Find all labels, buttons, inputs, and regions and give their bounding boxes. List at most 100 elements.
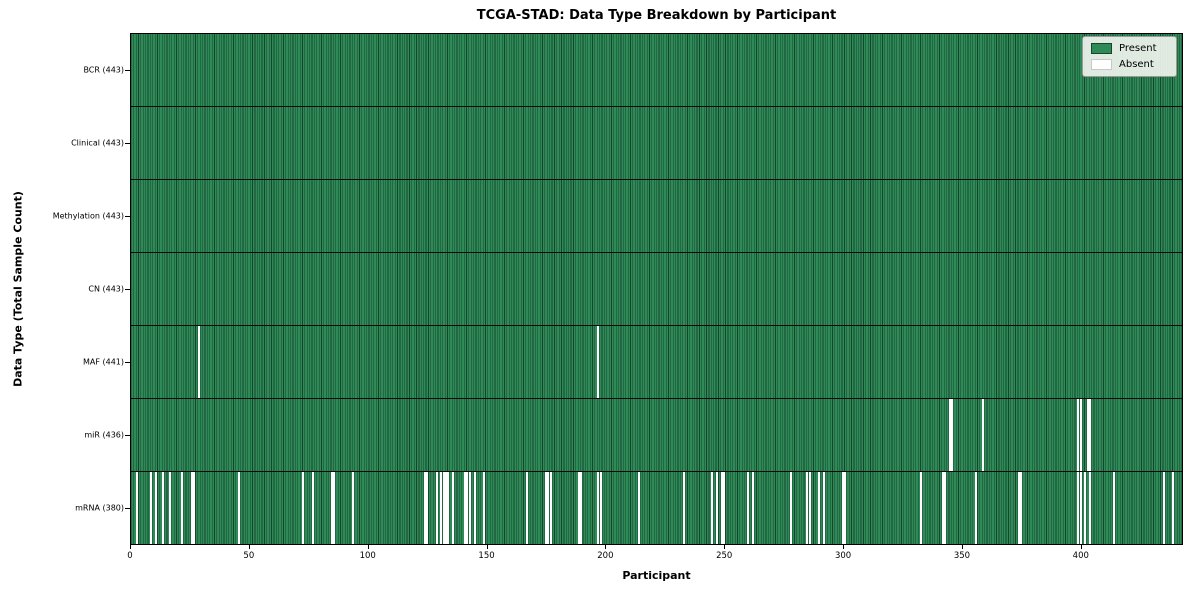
heatmap-row-maf — [131, 326, 1182, 399]
legend-entry-present: Present — [1091, 43, 1168, 54]
absent-stripe — [1089, 399, 1092, 471]
absent-stripe — [197, 326, 200, 398]
absent-stripe — [789, 472, 792, 544]
absent-stripe — [302, 472, 305, 544]
heatmap-row-mrna — [131, 472, 1182, 544]
y-tick-label-maf: MAF (441) — [82, 357, 124, 367]
y-tick-label-methylation: Methylation (443) — [52, 211, 124, 221]
x-tick — [248, 545, 250, 549]
x-tick-label: 350 — [953, 551, 971, 561]
x-axis-label: Participant — [622, 569, 691, 582]
absent-stripe — [190, 472, 193, 544]
x-tick — [130, 545, 131, 549]
y-tick-label-mir: miR (436) — [84, 430, 124, 440]
plot-area — [130, 33, 1183, 545]
x-tick-label: 300 — [834, 551, 852, 561]
legend-present-label: Present — [1119, 43, 1157, 54]
absent-stripe — [951, 399, 954, 471]
absent-stripe — [1086, 399, 1089, 471]
absent-stripe — [440, 472, 443, 544]
absent-stripe — [982, 399, 985, 471]
absent-stripe — [1084, 472, 1087, 544]
absent-stripe — [597, 326, 600, 398]
absent-stripe — [920, 472, 923, 544]
absent-stripe — [941, 472, 944, 544]
y-tick — [125, 435, 130, 437]
absent-stripe — [844, 472, 847, 544]
y-tick — [125, 69, 130, 71]
x-tick-label: 200 — [597, 551, 614, 561]
absent-stripe — [435, 472, 438, 544]
y-tick — [125, 215, 130, 217]
absent-stripe — [1079, 399, 1082, 471]
absent-stripe — [423, 472, 426, 544]
absent-stripe — [464, 472, 467, 544]
absent-stripe — [1079, 472, 1082, 544]
y-tick — [125, 142, 130, 144]
absent-stripe — [352, 472, 355, 544]
absent-stripe — [597, 472, 600, 544]
absent-stripe — [193, 472, 196, 544]
absent-stripe — [818, 472, 821, 544]
y-axis-label: Data Type (Total Sample Count) — [11, 191, 25, 387]
heatmap-row-methylation — [131, 180, 1182, 253]
absent-stripe — [549, 472, 552, 544]
x-tick-label: 400 — [1072, 551, 1089, 561]
absent-stripe — [723, 472, 726, 544]
y-tick-label-mrna: mRNA (380) — [75, 503, 124, 513]
absent-stripe — [1089, 472, 1092, 544]
y-tick-label-cn: CN (443) — [88, 284, 124, 294]
absent-stripe — [1172, 472, 1175, 544]
x-tick-label: 50 — [243, 551, 255, 561]
x-tick — [367, 545, 369, 549]
absent-stripe — [445, 472, 447, 544]
x-tick — [724, 545, 726, 549]
legend-absent-swatch — [1091, 59, 1112, 70]
absent-stripe — [1020, 472, 1023, 544]
absent-stripe — [311, 472, 314, 544]
absent-stripe — [682, 472, 685, 544]
chart-title: TCGA-STAD: Data Type Breakdown by Partic… — [476, 8, 837, 23]
legend-entry-absent: Absent — [1091, 59, 1168, 70]
absent-stripe — [442, 472, 445, 544]
absent-stripe — [808, 472, 811, 544]
legend: Present Absent — [1082, 36, 1177, 77]
absent-stripe — [822, 472, 825, 544]
absent-stripe — [1162, 472, 1165, 544]
legend-absent-label: Absent — [1119, 59, 1154, 70]
absent-stripe — [155, 472, 158, 544]
absent-stripe — [150, 472, 153, 544]
absent-stripe — [162, 472, 165, 544]
absent-stripe — [544, 472, 547, 544]
absent-stripe — [578, 472, 581, 544]
absent-stripe — [468, 472, 471, 544]
x-tick-label: 100 — [359, 551, 376, 561]
absent-stripe — [948, 399, 951, 471]
x-tick-label: 250 — [716, 551, 733, 561]
x-tick-label: 150 — [478, 551, 495, 561]
x-tick — [843, 545, 845, 549]
absent-stripe — [525, 472, 528, 544]
absent-stripe — [1077, 472, 1080, 544]
absent-stripe — [473, 472, 476, 544]
y-tick — [125, 508, 130, 510]
x-tick — [1080, 545, 1082, 549]
absent-stripe — [452, 472, 455, 544]
absent-stripe — [715, 472, 718, 544]
absent-stripe — [580, 472, 583, 544]
absent-stripe — [806, 472, 809, 544]
heatmap-row-bcr — [131, 34, 1182, 107]
absent-stripe — [637, 472, 640, 544]
x-tick — [961, 545, 963, 549]
absent-stripe — [169, 472, 172, 544]
heatmap-row-clinical — [131, 107, 1182, 180]
absent-stripe — [746, 472, 749, 544]
y-tick-label-bcr: BCR (443) — [83, 65, 124, 75]
absent-stripe — [975, 472, 978, 544]
absent-stripe — [720, 472, 723, 544]
absent-stripe — [944, 472, 947, 544]
absent-stripe — [136, 472, 138, 544]
absent-stripe — [238, 472, 241, 544]
absent-stripe — [330, 472, 333, 544]
